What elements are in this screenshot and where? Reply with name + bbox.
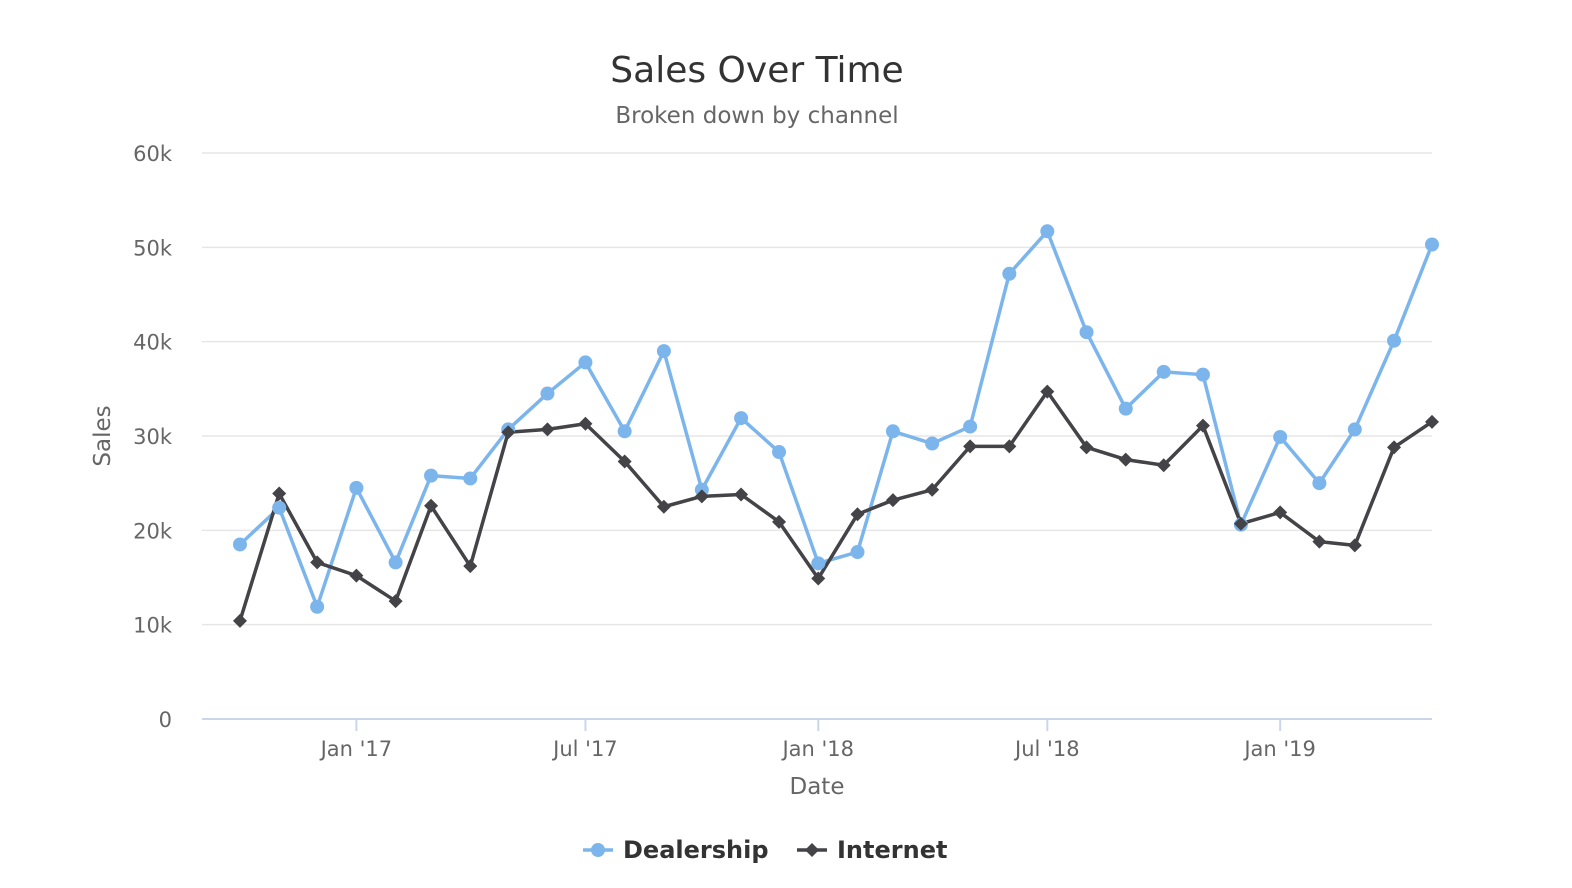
dealership-data-point[interactable] (310, 599, 325, 614)
dealership-data-point[interactable] (656, 344, 671, 359)
dealership-data-point[interactable] (734, 411, 749, 426)
dealership-data-point[interactable] (1002, 266, 1017, 281)
internet-data-point[interactable] (1040, 384, 1055, 399)
y-tick-label: 30k (133, 425, 173, 449)
internet-data-point[interactable] (1273, 505, 1288, 520)
internet-data-point[interactable] (540, 422, 555, 437)
chart-subtitle: Broken down by channel (615, 103, 898, 129)
dealership-data-point[interactable] (850, 545, 865, 560)
y-axis-title: Sales (90, 405, 116, 466)
legend-item-dealership[interactable]: Dealership (583, 836, 769, 864)
dealership-data-point[interactable] (272, 500, 287, 515)
internet-data-point[interactable] (578, 416, 593, 431)
internet-data-point[interactable] (1118, 452, 1133, 467)
x-tick-label: Jul '18 (1013, 737, 1080, 761)
internet-data-point[interactable] (232, 613, 247, 628)
internet-data-point[interactable] (885, 493, 900, 508)
dealership-data-point[interactable] (1425, 237, 1439, 252)
dealership-data-point[interactable] (1387, 333, 1402, 348)
dealership-data-point[interactable] (463, 471, 478, 486)
dealership-data-point[interactable] (1079, 325, 1094, 340)
x-axis-title: Date (790, 774, 845, 800)
y-tick-label: 50k (133, 236, 173, 260)
dealership-data-point[interactable] (963, 419, 978, 434)
internet-data-point[interactable] (694, 489, 709, 504)
internet-data-point[interactable] (1312, 534, 1327, 549)
dealership-data-point[interactable] (925, 436, 940, 451)
dealership-data-point[interactable] (617, 424, 632, 439)
chart-title: Sales Over Time (610, 50, 903, 91)
internet-data-point[interactable] (1002, 439, 1017, 454)
internet-data-point[interactable] (811, 571, 826, 586)
internet-data-point[interactable] (349, 568, 364, 583)
internet-data-point[interactable] (1425, 414, 1439, 429)
internet-series-line (238, 389, 1433, 622)
series-lines (238, 229, 1434, 622)
dealership-data-point[interactable] (1156, 364, 1171, 379)
dealership-data-point[interactable] (811, 556, 826, 571)
dealership-data-point[interactable] (349, 480, 364, 495)
internet-data-point[interactable] (963, 439, 978, 454)
dealership-data-point[interactable] (885, 424, 900, 439)
internet-data-point[interactable] (850, 507, 865, 522)
y-tick-label: 0 (159, 708, 172, 732)
legend-marker[interactable] (805, 843, 819, 857)
dealership-data-point[interactable] (772, 445, 787, 460)
dealership-data-point[interactable] (540, 386, 555, 401)
gridlines (202, 152, 1432, 626)
internet-data-point[interactable] (734, 487, 749, 502)
internet-data-point[interactable] (424, 498, 439, 513)
y-tick-label: 20k (133, 519, 173, 543)
internet-data-point[interactable] (1347, 538, 1362, 553)
internet-data-point[interactable] (1387, 440, 1402, 455)
y-tick-label: 10k (133, 614, 173, 638)
internet-data-point[interactable] (501, 425, 516, 440)
legend-marker[interactable] (591, 843, 605, 857)
legend-label: Dealership (623, 836, 769, 864)
x-tick-label: Jan '17 (319, 737, 393, 761)
dealership-data-point[interactable] (232, 537, 247, 552)
internet-data-point[interactable] (617, 454, 632, 469)
legend-label: Internet (837, 836, 947, 864)
dealership-data-point[interactable] (1195, 367, 1210, 382)
internet-data-point[interactable] (310, 555, 325, 570)
internet-data-point[interactable] (1079, 440, 1094, 455)
internet-data-point[interactable] (272, 486, 287, 501)
internet-data-point[interactable] (925, 482, 940, 497)
internet-data-point[interactable] (1195, 418, 1210, 433)
dealership-data-point[interactable] (1040, 224, 1055, 239)
internet-data-point[interactable] (1156, 458, 1171, 473)
y-tick-label: 60k (133, 142, 173, 166)
internet-data-point[interactable] (388, 594, 403, 609)
dealership-data-point[interactable] (578, 355, 593, 370)
internet-data-point[interactable] (772, 514, 787, 529)
x-tick-label: Jan '19 (1242, 737, 1316, 761)
dealership-data-point[interactable] (1312, 476, 1327, 491)
internet-data-point[interactable] (1233, 516, 1248, 531)
x-tick-label: Jan '18 (780, 737, 854, 761)
dealership-data-point[interactable] (1273, 429, 1288, 444)
dealership-data-point[interactable] (424, 468, 439, 483)
axes: 0 10k 20k 30k 40k 50k 60k Jan '17 Jul '17 Jan '18… (133, 142, 1432, 761)
legend-item-internet[interactable]: Internet (797, 836, 947, 864)
dealership-data-point[interactable] (388, 555, 403, 570)
x-tick-label: Jul '17 (551, 737, 618, 761)
dealership-data-point[interactable] (1347, 422, 1362, 437)
dealership-data-point[interactable] (1118, 401, 1133, 416)
y-tick-label: 40k (133, 331, 173, 355)
series-markers (232, 224, 1439, 628)
legend: Dealership Internet (583, 836, 947, 864)
internet-data-point[interactable] (463, 559, 478, 574)
internet-data-point[interactable] (656, 499, 671, 514)
